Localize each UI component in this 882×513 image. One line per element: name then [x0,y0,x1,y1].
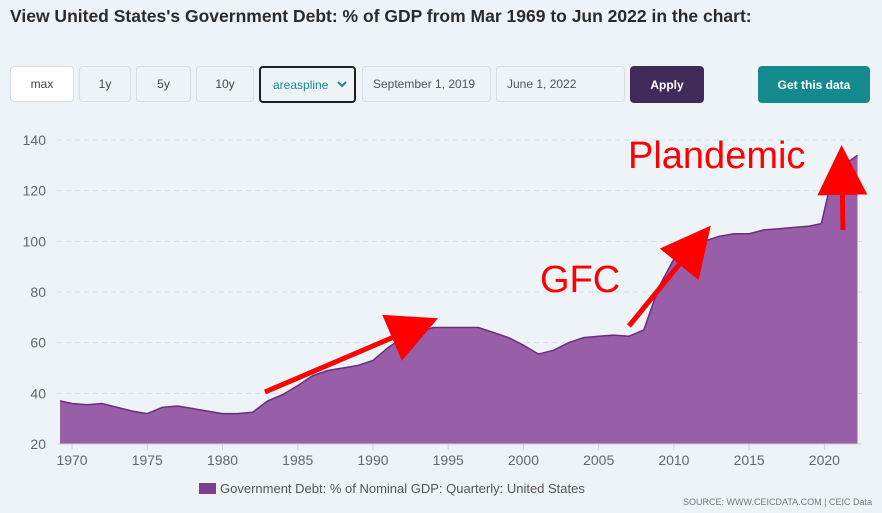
get-this-data-button[interactable]: Get this data [758,66,870,103]
y-tick-label: 60 [30,335,46,351]
x-tick-label: 1995 [433,452,464,468]
x-tick-label: 2010 [658,452,689,468]
apply-button[interactable]: Apply [630,66,704,103]
chart-type-select[interactable]: areaspline [259,66,356,103]
source-note: SOURCE: WWW.CEICDATA.COM | CEIC Data [682,497,872,507]
debt-series-line [59,154,858,415]
x-tick-label: 2015 [734,452,765,468]
y-tick-label: 140 [23,132,47,148]
annotation-arrow-gfc [627,225,711,328]
x-tick-label: 1985 [282,452,313,468]
y-tick-label: 20 [30,436,46,452]
legend-swatch [199,483,216,494]
legend-label: Government Debt: % of Nominal GDP: Quart… [220,481,585,496]
date-from-field[interactable]: September 1, 2019 [362,66,491,102]
debt-area-series[interactable] [60,155,858,444]
annotation-gfc-label: GFC [540,259,620,301]
y-tick-label: 80 [30,284,46,300]
chevron-down-icon [337,81,347,88]
x-tick-label: 1980 [207,452,238,468]
chart-type-value: areaspline [273,77,329,92]
y-tick-label: 40 [30,385,46,401]
y-tick-label: 100 [23,233,47,249]
x-tick-label: 1970 [56,452,87,468]
x-tick-label: 2000 [508,452,539,468]
y-tick-label: 120 [23,183,47,199]
range-10y-button[interactable]: 10y [196,66,254,102]
date-to-field[interactable]: June 1, 2022 [496,66,625,102]
chart-legend[interactable]: Government Debt: % of Nominal GDP: Quart… [199,481,585,496]
range-max-button[interactable]: max [10,66,74,102]
annotation-arrow-1980s [264,314,438,395]
chart-controls: max 1y 5y 10y areaspline September 1, 20… [10,66,870,104]
range-5y-button[interactable]: 5y [136,66,191,102]
page-title: View United States's Government Debt: % … [10,6,752,26]
x-tick-label: 1975 [132,452,163,468]
x-tick-label: 1990 [357,452,388,468]
x-tick-label: 2020 [809,452,840,468]
range-1y-button[interactable]: 1y [79,66,131,102]
x-tick-label: 2005 [583,452,614,468]
annotation-plandemic-label: Plandemic [628,135,805,177]
annotation-arrow-plandemic [817,145,868,231]
